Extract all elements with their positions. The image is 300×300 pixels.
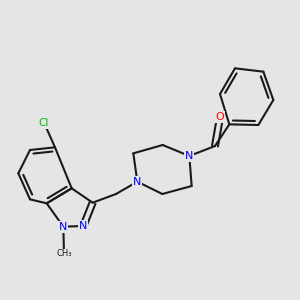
Text: Cl: Cl (39, 118, 49, 128)
Text: N: N (79, 221, 88, 231)
Text: N: N (185, 151, 194, 161)
Text: N: N (133, 177, 142, 187)
Text: N: N (59, 222, 68, 232)
Text: CH₃: CH₃ (56, 250, 72, 259)
Text: O: O (216, 112, 224, 122)
